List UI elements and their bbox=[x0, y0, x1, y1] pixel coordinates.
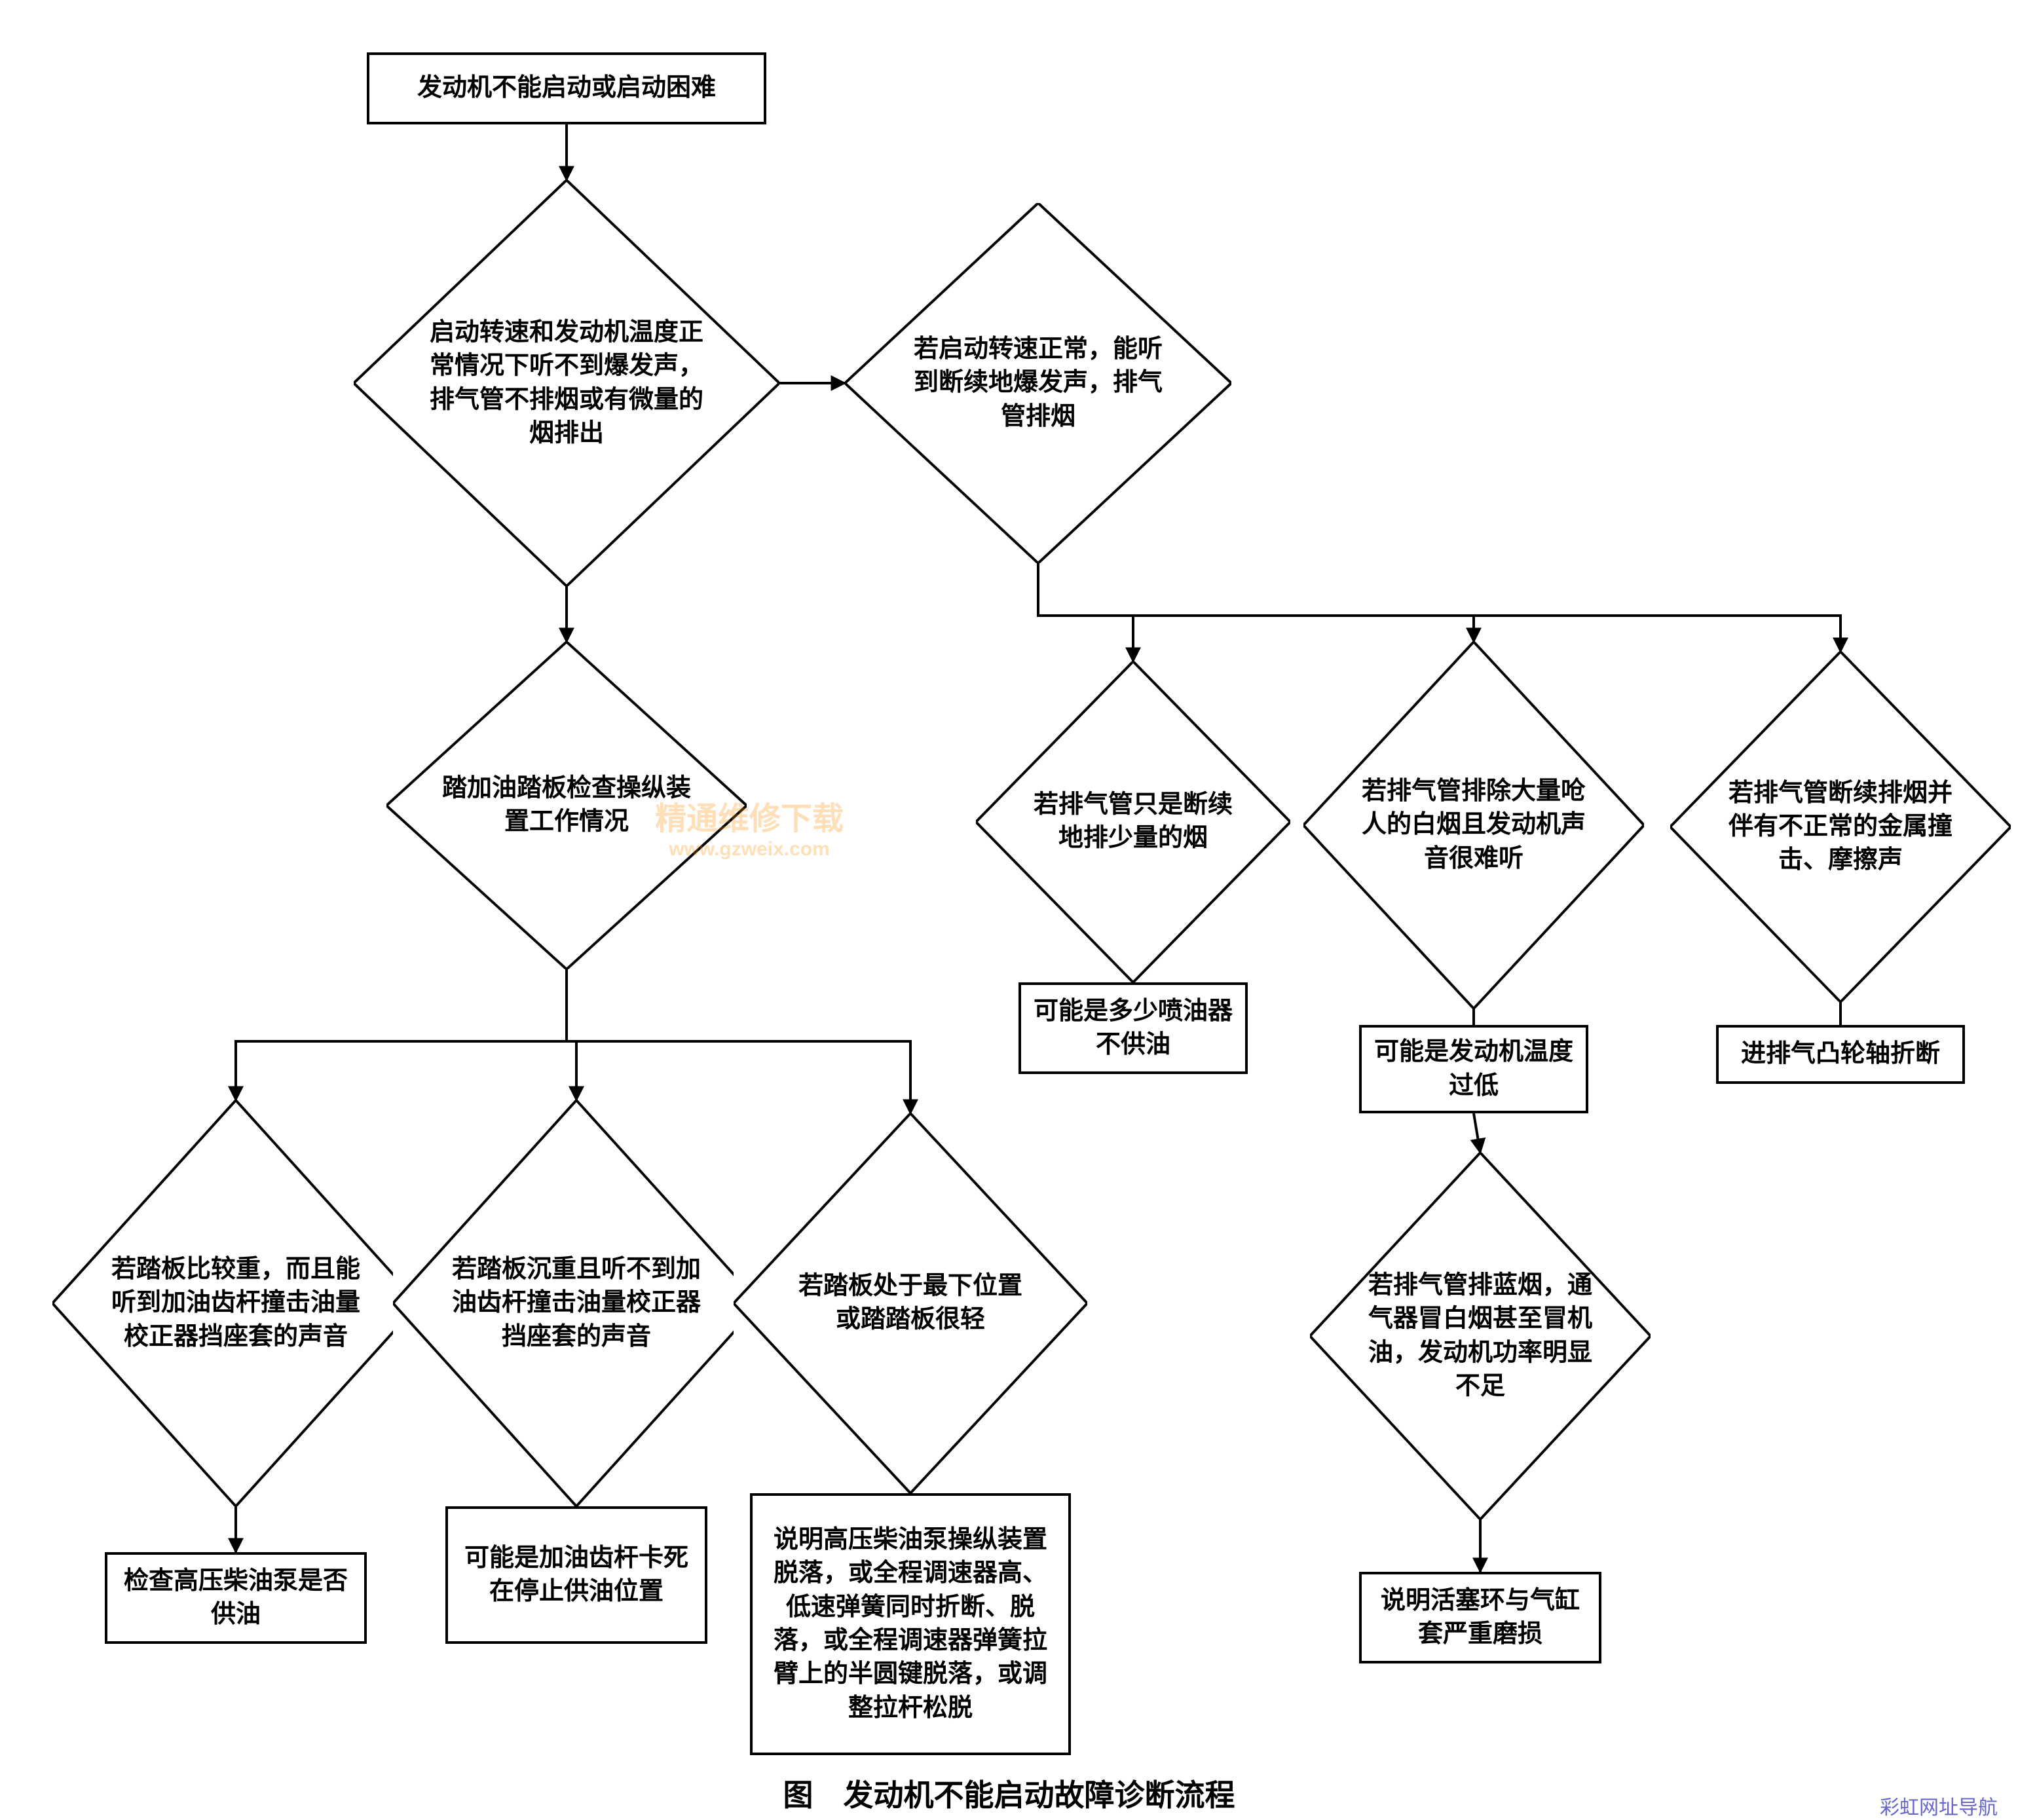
rect-node-n_start: 发动机不能启动或启动困难 bbox=[367, 52, 766, 124]
watermark-main: 精通维修下载 bbox=[655, 792, 844, 838]
rect-node-r1: 检查高压柴油泵是否供油 bbox=[105, 1552, 367, 1644]
diamond-node-d9: 若排气管断续排烟并伴有不正常的金属撞击、摩擦声 bbox=[1670, 652, 2011, 1002]
rect-node-r4: 可能是多少喷油器不供油 bbox=[1018, 982, 1248, 1074]
diamond-node-d5: 若踏板沉重且听不到加油齿杆撞击油量校正器挡座套的声音 bbox=[393, 1100, 760, 1506]
rect-node-r7: 说明活塞环与气缸套严重磨损 bbox=[1359, 1572, 1601, 1663]
figure-caption: 图 发动机不能启动故障诊断流程 bbox=[0, 1772, 2018, 1815]
rect-node-r5: 可能是发动机温度过低 bbox=[1359, 1025, 1588, 1113]
diamond-node-d6: 若踏板处于最下位置或踏踏板很轻 bbox=[734, 1113, 1087, 1493]
rect-node-r6: 进排气凸轮轴折断 bbox=[1716, 1025, 1965, 1084]
footer-credit: 彩虹网址导航 bbox=[1880, 1791, 1998, 1820]
diamond-node-d8: 若排气管排除大量呛人的白烟且发动机声音很难听 bbox=[1303, 642, 1644, 1009]
diamond-node-d2: 若启动转速正常，能听到断续地爆发声，排气管排烟 bbox=[845, 203, 1231, 563]
diamond-node-d4: 若踏板比较重，而且能听到加油齿杆撞击油量校正器挡座套的声音 bbox=[52, 1100, 419, 1506]
diamond-node-d1: 启动转速和发动机温度正常情况下听不到爆发声，排气管不排烟或有微量的烟排出 bbox=[354, 180, 779, 586]
watermark: 精通维修下载 www.gzweix.com bbox=[655, 792, 844, 861]
rect-node-r2: 可能是加油齿杆卡死在停止供油位置 bbox=[445, 1506, 707, 1644]
watermark-url: www.gzweix.com bbox=[655, 838, 844, 861]
diamond-node-d10: 若排气管排蓝烟，通气器冒白烟甚至冒机油，发动机功率明显不足 bbox=[1310, 1153, 1651, 1519]
rect-node-r3: 说明高压柴油泵操纵装置脱落，或全程调速器高、低速弹簧同时折断、脱落，或全程调速器… bbox=[750, 1493, 1071, 1755]
flowchart-canvas: 发动机不能启动或启动困难启动转速和发动机温度正常情况下听不到爆发声，排气管不排烟… bbox=[0, 0, 2018, 1815]
diamond-node-d7: 若排气管只是断续地排少量的烟 bbox=[976, 661, 1290, 982]
